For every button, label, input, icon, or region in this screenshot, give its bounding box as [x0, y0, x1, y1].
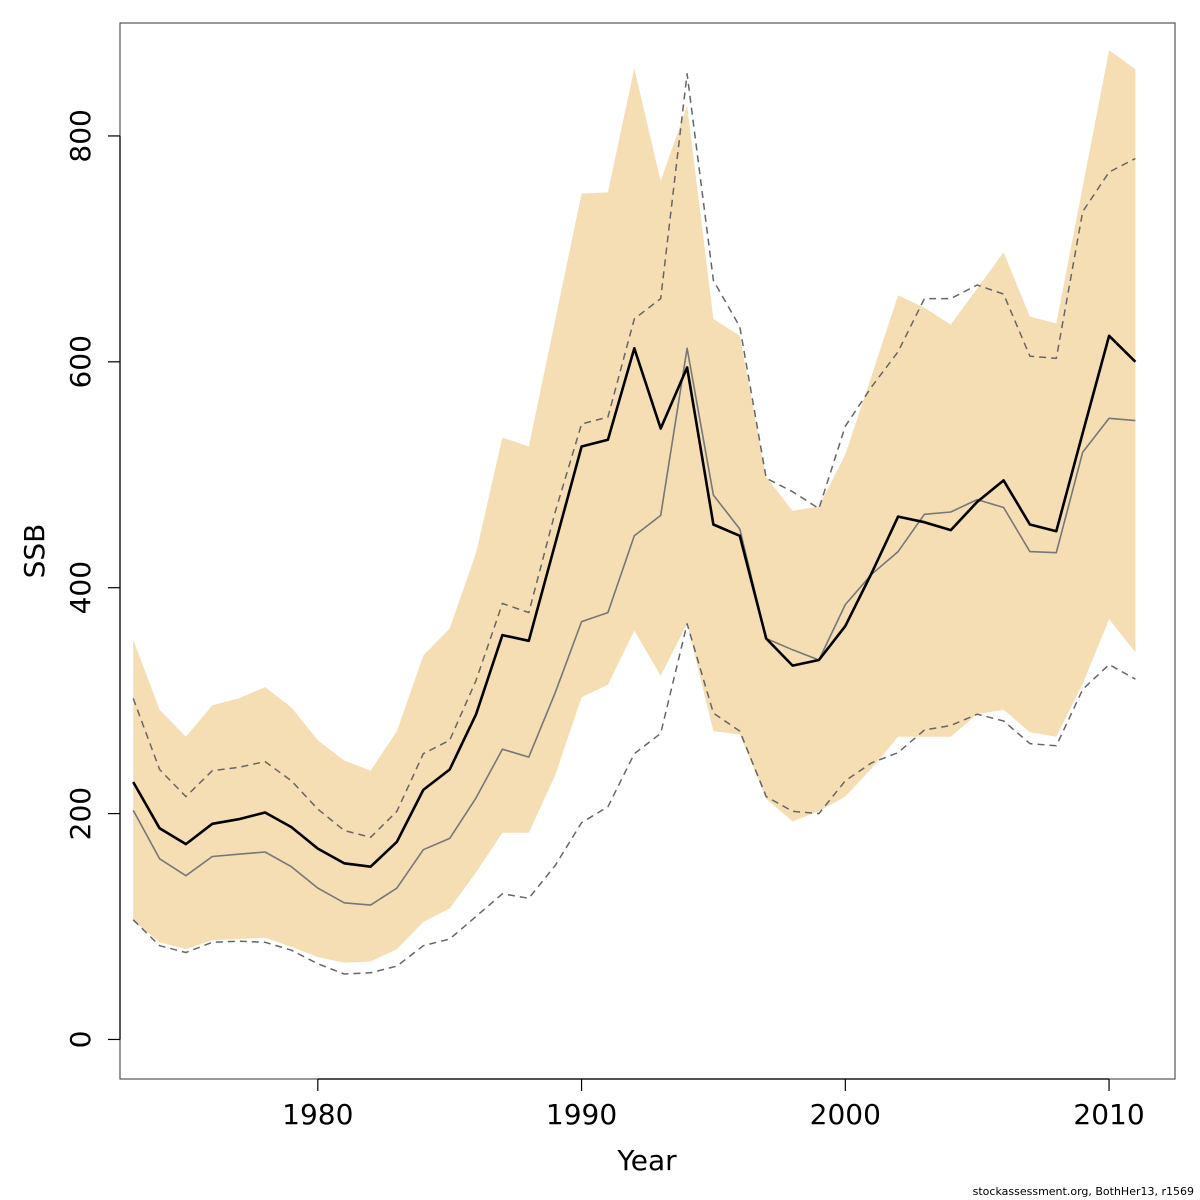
- x-tick-label-2010: 2010: [1073, 1098, 1144, 1131]
- y-tick-label-800: 800: [64, 109, 97, 162]
- y-axis: 0 200 400 600 800: [64, 109, 121, 1049]
- series-layer: [132, 73, 1137, 975]
- x-tick-label-2000: 2000: [810, 1098, 881, 1131]
- y-tick-label-0: 0: [64, 1031, 97, 1049]
- series-line-ssb-estimate: [132, 334, 1137, 869]
- series-line-alternative-estimate: [132, 347, 1136, 906]
- x-axis-title: Year: [616, 1144, 677, 1177]
- y-axis-title: SSB: [18, 524, 51, 579]
- x-tick-label-1990: 1990: [546, 1098, 617, 1131]
- confidence-band: [133, 50, 1136, 963]
- confidence-band-layer: [133, 50, 1136, 963]
- y-tick-label-600: 600: [64, 335, 97, 388]
- x-tick-label-1980: 1980: [282, 1098, 353, 1131]
- x-axis: 1980 1990 2000 2010: [282, 1078, 1145, 1131]
- series-line-upper-dashed: [132, 73, 1136, 839]
- series-line-lower-dashed: [132, 623, 1136, 975]
- y-tick-label-200: 200: [64, 787, 97, 840]
- y-tick-label-400: 400: [64, 561, 97, 614]
- source-footnote: stockassessment.org, BothHer13, r1569: [972, 1185, 1194, 1198]
